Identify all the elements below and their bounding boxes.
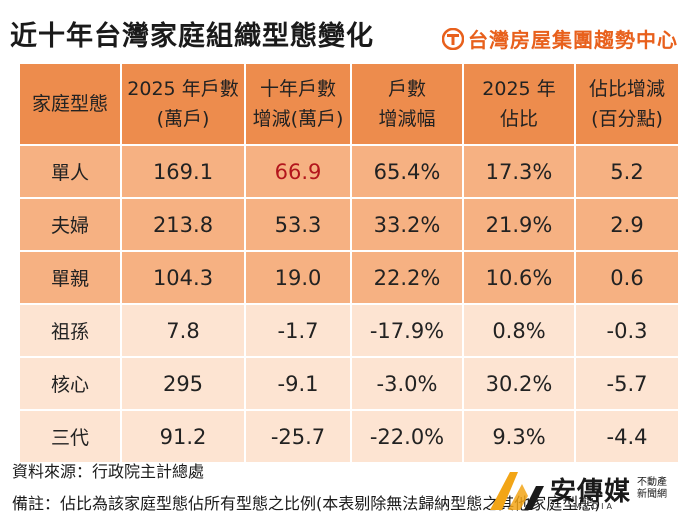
household-type-cell: 夫婦 (18, 197, 122, 252)
media-watermark: 安傳媒 不動產 新聞網 (488, 464, 688, 514)
column-header-line: 十年戶數 (259, 78, 336, 100)
brand: 台灣房屋集團趨勢中心 (442, 24, 678, 53)
watermark-side-top: 不動產 (637, 477, 668, 488)
page-title: 近十年台灣家庭組織型態變化 (10, 21, 374, 52)
table-cell: 19.0 (244, 250, 352, 305)
column-header: 戶數 增減幅 (350, 62, 464, 146)
table-row: 祖孫 7.8 -1.7 -17.9% 0.8% -0.3 (18, 303, 680, 358)
column-header: 十年戶數增減(萬戶) (244, 62, 352, 146)
table-cell: 0.6 (574, 250, 680, 305)
column-header-line: (萬戶) (156, 108, 210, 130)
table-cell: 53.3 (244, 197, 352, 252)
table-cell: 169.1 (120, 144, 246, 199)
household-type-cell: 三代 (18, 409, 122, 464)
table-cell: -4.4 (574, 409, 680, 464)
table-row: 三代 91.2 -25.7 -22.0% 9.3% -4.4 (18, 409, 680, 464)
table-cell: 7.8 (120, 303, 246, 358)
column-header-line: 戶數 (387, 78, 426, 100)
table-cell: 65.4% (350, 144, 464, 199)
column-header-line: 佔比增減 (588, 78, 665, 100)
column-header: 2025 年佔比 (462, 62, 576, 146)
table-cell: 0.8% (462, 303, 576, 358)
table-row: 夫婦 213.8 53.3 33.2% 21.9% 2.9 (18, 197, 680, 252)
table-cell: 295 (120, 356, 246, 411)
table-cell: 104.3 (120, 250, 246, 305)
table-row: 核心 295 -9.1 -3.0% 30.2% -5.7 (18, 356, 680, 411)
household-type-cell: 祖孫 (18, 303, 122, 358)
column-header-line: 增減(萬戶) (252, 108, 344, 130)
column-header: 佔比增減 (百分點) (574, 62, 680, 146)
remark-note: 備註：佔比為該家庭型態佔所有型態之比例(本表剔除無法歸納型態之其他家庭型態) (12, 494, 601, 513)
table-cell: 22.2% (350, 250, 464, 305)
household-type-cell: 單人 (18, 144, 122, 199)
table-row: 單親 104.3 19.0 22.2% 10.6% 0.6 (18, 250, 680, 305)
brand-name: 台灣房屋集團趨勢中心 (468, 28, 678, 52)
table-cell: 33.2% (350, 197, 464, 252)
source-note: 資料來源：行政院主計總處 (12, 462, 205, 481)
an-media-logo-icon (490, 472, 544, 510)
table-cell: 10.6% (462, 250, 576, 305)
table-cell: -3.0% (350, 356, 464, 411)
column-header-line: 家庭型態 (31, 93, 108, 115)
table-cell: 17.3% (462, 144, 576, 199)
household-type-table: 家庭型態 2025 年戶數 (萬戶) 十年戶數 增減(萬戶) 戶數 增減幅 2025 年佔比佔… (18, 62, 680, 464)
watermark-side-bottom: 新聞網 (637, 489, 668, 500)
column-header-line: 2025 年 (482, 78, 556, 100)
household-type-cell: 單親 (18, 250, 122, 305)
table-cell: -9.1 (244, 356, 352, 411)
table-cell: -5.7 (574, 356, 680, 411)
column-header-line: (百分點) (591, 108, 663, 130)
column-header-line: 增減幅 (378, 108, 436, 130)
table-cell: -22.0% (350, 409, 464, 464)
table-cell: -25.7 (244, 409, 352, 464)
table-cell: 91.2 (120, 409, 246, 464)
table-cell: 2.9 (574, 197, 680, 252)
table-cell: 9.3% (462, 409, 576, 464)
table-cell: -0.3 (574, 303, 680, 358)
table-cell: -1.7 (244, 303, 352, 358)
household-type-cell: 核心 (18, 356, 122, 411)
watermark-side: 不動產 新聞網 (637, 477, 667, 501)
table-cell: -17.9% (350, 303, 464, 358)
table-header-row: 家庭型態 2025 年戶數 (萬戶) 十年戶數 增減(萬戶) 戶數 增減幅 2025 年佔比佔… (18, 62, 680, 146)
table-cell: 30.2% (462, 356, 576, 411)
table-cell: 21.9% (462, 197, 576, 252)
table-row: 單人 169.1 66.9 65.4% 17.3% 5.2 (18, 144, 680, 199)
column-header: 2025 年戶數 (萬戶) (120, 62, 246, 146)
column-header-line: 佔比 (499, 108, 538, 130)
watermark-name: 安傳媒 (550, 476, 632, 507)
column-header-line: 2025 年戶數 (127, 78, 239, 100)
taiwan-realty-logo-icon (442, 27, 464, 50)
watermark-en: MEDIA (574, 502, 615, 511)
column-header: 家庭型態 (18, 62, 122, 146)
table-cell: 5.2 (574, 144, 680, 199)
table-cell: 66.9 (244, 144, 352, 199)
table-cell: 213.8 (120, 197, 246, 252)
